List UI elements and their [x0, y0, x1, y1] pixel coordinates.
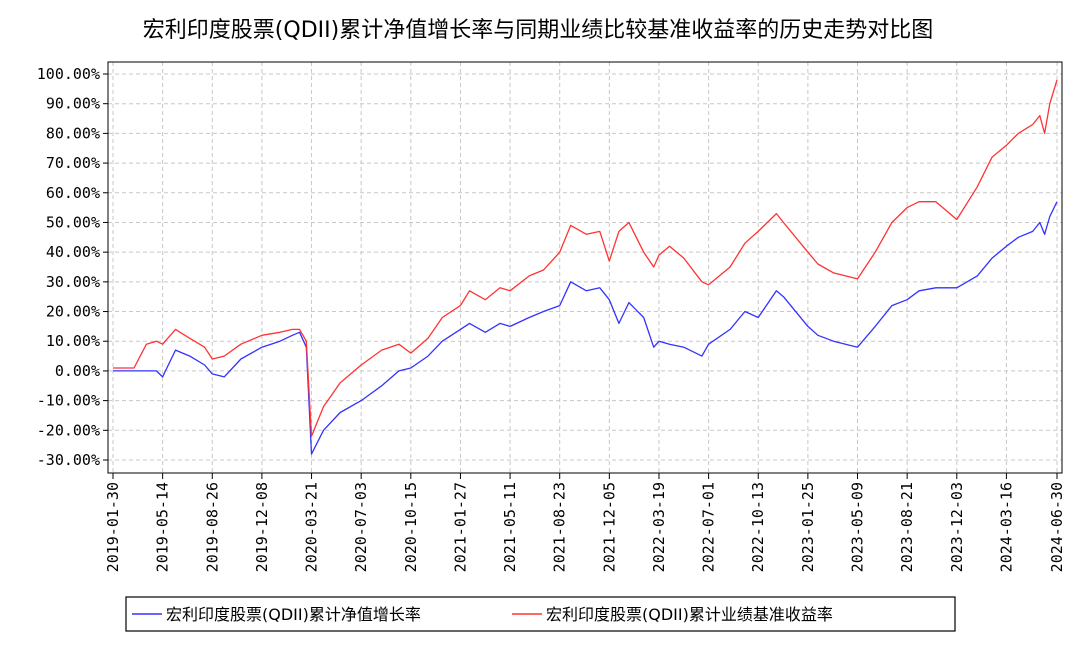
series-line-benchmark: [113, 79, 1058, 437]
plot-frame: [107, 61, 1063, 474]
y-tick-label: 30.00%: [46, 273, 100, 291]
x-tick-label: 2022-07-01: [700, 482, 718, 572]
x-tick-label: 2023-08-21: [898, 482, 916, 572]
x-tick-label: 2019-08-26: [203, 482, 221, 572]
y-tick-label: -20.00%: [37, 421, 100, 439]
y-tick-label: 90.00%: [46, 95, 100, 113]
y-tick-label: 60.00%: [46, 184, 100, 202]
series-line-nav: [113, 201, 1058, 455]
legend-label-benchmark: 宏利印度股票(QDII)累计业绩基准收益率: [546, 605, 833, 624]
y-axis: 100.00% 90.00% 80.00% 70.00% 60.00% 50.00% 40.…: [37, 65, 108, 469]
x-tick-label: 2024-06-30: [1048, 482, 1066, 572]
y-tick-label: -30.00%: [37, 451, 100, 469]
x-tick-label: 2023-05-09: [849, 482, 867, 572]
x-tick-label: 2020-03-21: [303, 482, 321, 572]
x-tick-label: 2022-03-19: [650, 482, 668, 572]
x-tick-label: 2021-05-11: [501, 482, 519, 572]
legend: 宏利印度股票(QDII)累计净值增长率 宏利印度股票(QDII)累计业绩基准收益…: [125, 596, 956, 632]
y-tick-label: 50.00%: [46, 213, 100, 231]
x-tick-label: 2022-10-13: [749, 482, 767, 572]
y-tick-label: -10.00%: [37, 392, 100, 410]
y-tick-label: 70.00%: [46, 154, 100, 172]
x-tick-label: 2021-08-23: [551, 482, 569, 572]
x-axis: 2019-01-30 2019-05-14 2019-08-26 2019-12-08…: [104, 473, 1066, 572]
x-tick-label: 2019-01-30: [104, 482, 122, 572]
x-tick-label: 2021-01-27: [451, 482, 469, 572]
x-tick-label: 2019-05-14: [154, 482, 172, 572]
chart-title: 宏利印度股票(QDII)累计净值增长率与同期业绩比较基准收益率的历史走势对比图: [143, 18, 933, 43]
series-lines: [113, 79, 1058, 455]
x-tick-label: 2023-01-25: [799, 482, 817, 572]
x-tick-label: 2023-12-03: [948, 482, 966, 572]
y-tick-label: 40.00%: [46, 243, 100, 261]
y-tick-label: 100.00%: [37, 65, 100, 83]
x-tick-label: 2021-12-05: [600, 482, 618, 572]
y-tick-label: 10.00%: [46, 332, 100, 350]
x-tick-label: 2019-12-08: [253, 482, 271, 572]
x-tick-label: 2020-10-15: [402, 482, 420, 572]
y-tick-label: 20.00%: [46, 303, 100, 321]
grid-lines: [108, 62, 1062, 473]
x-tick-label: 2024-03-16: [997, 482, 1015, 572]
legend-label-nav: 宏利印度股票(QDII)累计净值增长率: [166, 605, 421, 624]
y-tick-label: 80.00%: [46, 124, 100, 142]
x-tick-label: 2020-07-03: [352, 482, 370, 572]
y-tick-label: 0.00%: [55, 362, 100, 380]
